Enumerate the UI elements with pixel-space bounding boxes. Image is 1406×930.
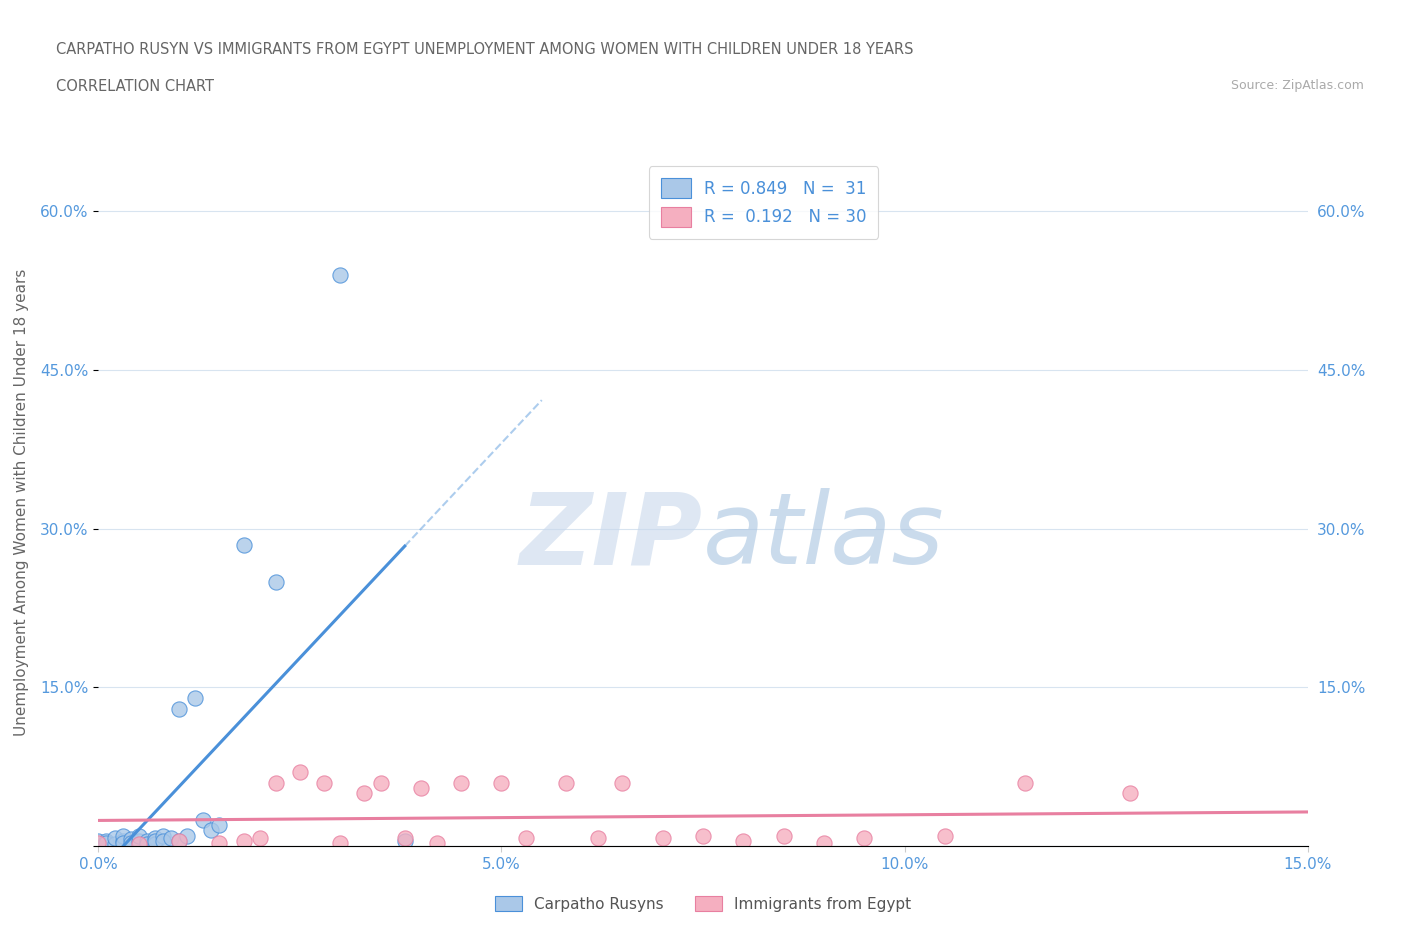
Point bbox=[586, 830, 609, 845]
Point bbox=[314, 776, 336, 790]
Point bbox=[160, 830, 183, 845]
Point bbox=[612, 776, 634, 790]
Point bbox=[1119, 786, 1142, 801]
Point bbox=[264, 776, 287, 790]
Point bbox=[143, 837, 166, 852]
Point bbox=[87, 836, 110, 851]
Point bbox=[184, 691, 207, 706]
Point bbox=[111, 833, 134, 848]
Text: atlas: atlas bbox=[703, 488, 945, 585]
Point bbox=[288, 764, 311, 779]
Point bbox=[651, 830, 673, 845]
Point bbox=[103, 830, 125, 845]
Point bbox=[128, 837, 150, 852]
Point bbox=[87, 833, 110, 848]
Point bbox=[128, 833, 150, 848]
Point bbox=[555, 776, 578, 790]
Point bbox=[353, 786, 375, 801]
Point bbox=[208, 817, 231, 832]
Point bbox=[692, 829, 714, 844]
Text: Source: ZipAtlas.com: Source: ZipAtlas.com bbox=[1230, 79, 1364, 92]
Point bbox=[208, 836, 231, 851]
Point bbox=[733, 833, 755, 848]
Point bbox=[772, 829, 794, 844]
Point bbox=[143, 830, 166, 845]
Point bbox=[853, 830, 876, 845]
Legend: Carpatho Rusyns, Immigrants from Egypt: Carpatho Rusyns, Immigrants from Egypt bbox=[488, 889, 918, 918]
Point bbox=[491, 776, 513, 790]
Point bbox=[249, 830, 271, 845]
Point bbox=[167, 701, 190, 716]
Point bbox=[152, 833, 174, 848]
Legend: R = 0.849   N =  31, R =  0.192   N = 30: R = 0.849 N = 31, R = 0.192 N = 30 bbox=[650, 166, 877, 239]
Point bbox=[450, 776, 472, 790]
Point bbox=[111, 829, 134, 844]
Point bbox=[167, 833, 190, 848]
Point bbox=[200, 823, 222, 838]
Point bbox=[152, 829, 174, 844]
Point bbox=[409, 780, 432, 795]
Point bbox=[264, 574, 287, 589]
Point bbox=[96, 833, 118, 848]
Point bbox=[193, 813, 215, 828]
Point bbox=[111, 836, 134, 851]
Point bbox=[329, 836, 352, 851]
Point bbox=[370, 776, 392, 790]
Point bbox=[426, 836, 449, 851]
Point bbox=[329, 267, 352, 282]
Point bbox=[232, 833, 254, 848]
Y-axis label: Unemployment Among Women with Children Under 18 years: Unemployment Among Women with Children U… bbox=[14, 269, 30, 736]
Text: CARPATHO RUSYN VS IMMIGRANTS FROM EGYPT UNEMPLOYMENT AMONG WOMEN WITH CHILDREN U: CARPATHO RUSYN VS IMMIGRANTS FROM EGYPT … bbox=[56, 42, 914, 57]
Point bbox=[934, 829, 956, 844]
Point bbox=[394, 833, 416, 848]
Point bbox=[103, 837, 125, 852]
Point bbox=[1014, 776, 1036, 790]
Point bbox=[232, 538, 254, 552]
Text: CORRELATION CHART: CORRELATION CHART bbox=[56, 79, 214, 94]
Point bbox=[167, 833, 190, 848]
Point bbox=[128, 829, 150, 844]
Point bbox=[135, 837, 157, 852]
Point bbox=[96, 836, 118, 851]
Point bbox=[394, 830, 416, 845]
Point bbox=[143, 833, 166, 848]
Point bbox=[120, 836, 142, 851]
Point bbox=[515, 830, 537, 845]
Text: ZIP: ZIP bbox=[520, 488, 703, 585]
Point bbox=[813, 836, 835, 851]
Point bbox=[120, 831, 142, 846]
Point bbox=[135, 833, 157, 848]
Point bbox=[176, 829, 198, 844]
